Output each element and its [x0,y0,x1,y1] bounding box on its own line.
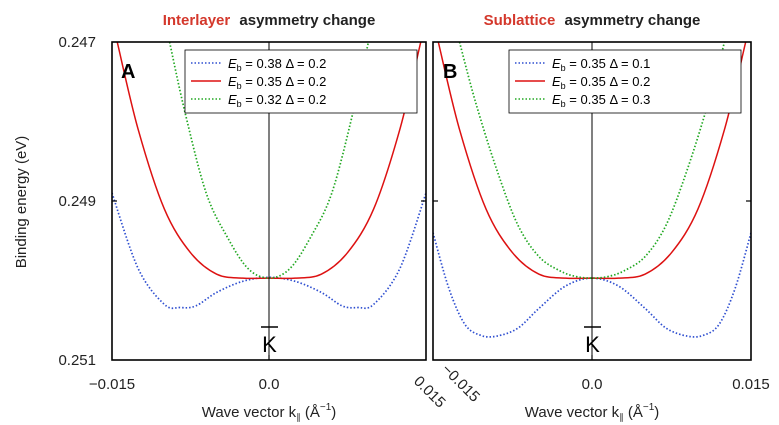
legend-equals: = [566,74,581,89]
legend-delta-value: 0.2 [632,74,650,89]
x-label-main: Wave vector k [202,404,297,421]
legend-label: Eb = 0.38 Δ = 0.2 [228,56,326,73]
legend-symbol: E [228,56,237,71]
legend-delta: Δ = [282,74,308,89]
legend-eb-value: 0.38 [257,56,282,71]
legend-eb-value: 0.35 [581,56,606,71]
legend-eb-value: 0.35 [581,74,606,89]
x-label-subscript: ∥ [619,412,624,422]
legend-label: Eb = 0.32 Δ = 0.2 [228,92,326,109]
panel-b-title: Sublattice asymmetry change [484,12,701,29]
x-label-unit: (Å [624,404,643,421]
panel-b-legend: Eb = 0.35 Δ = 0.1 Eb = 0.35 Δ = 0.2 Eb =… [508,49,742,114]
legend-label: Eb = 0.35 Δ = 0.1 [552,56,650,73]
legend-symbol: E [552,92,561,107]
legend-label: Eb = 0.35 Δ = 0.2 [552,74,650,91]
panel-a-label: A [121,61,135,83]
x-label-unit-exponent: −1 [320,402,332,413]
legend-entry: Eb = 0.38 Δ = 0.2 [191,56,326,73]
legend-equals: = [242,92,257,107]
legend-symbol: E [552,56,561,71]
legend-box [184,49,418,114]
panel-b: Sublattice asymmetry change B K Eb = 0.3… [432,12,770,422]
y-tick-label: 0.251 [58,352,96,369]
legend-symbol: E [552,74,561,89]
legend-entry: Eb = 0.35 Δ = 0.2 [515,74,650,91]
y-axis-label: Binding energy (eV) [13,136,30,269]
legend-equals: = [242,74,257,89]
panel-b-x-tick-label: 0.015 [732,376,770,393]
panel-a: Interlayer asymmetry change A K [89,12,449,422]
panel-a-k-point-label: K [261,326,278,357]
legend-eb-value: 0.32 [257,92,282,107]
panel-a-x-tick-label: −0.015 [89,376,135,393]
panel-b-x-tick-label: 0.0 [582,376,603,393]
panel-b-plot: B K Eb = 0.35 Δ = 0.1 Eb = 0.35 Δ = 0.2 … [432,41,752,361]
panel-b-title-rest: asymmetry change [564,12,700,29]
x-label-unit-close: ) [654,404,659,421]
panel-b-label: B [443,61,457,83]
legend-entry: Eb = 0.35 Δ = 0.2 [191,74,326,91]
legend-eb-value: 0.35 [257,74,282,89]
y-tick-label: 0.247 [58,34,96,51]
k-label: K [262,332,277,357]
legend-eb-value: 0.35 [581,92,606,107]
legend-box [508,49,742,114]
legend-subscript: b [237,81,242,91]
legend-subscript: b [237,99,242,109]
legend-symbol: E [228,74,237,89]
legend-entry: Eb = 0.35 Δ = 0.1 [515,56,650,73]
legend-delta-value: 0.1 [632,56,650,71]
legend-equals: = [242,56,257,71]
panel-a-plot: A K Eb = 0.38 Δ = 0.2 Eb = 0.35 Δ = 0.2 [111,41,427,361]
legend-delta: Δ = [606,92,632,107]
panel-a-title-highlight: Interlayer [163,12,231,29]
panel-a-x-tick-label: 0.0 [259,376,280,393]
panel-a-legend: Eb = 0.38 Δ = 0.2 Eb = 0.35 Δ = 0.2 Eb =… [184,49,418,114]
legend-delta: Δ = [282,92,308,107]
x-label-unit-exponent: −1 [643,402,655,413]
legend-delta-value: 0.2 [308,74,326,89]
legend-delta: Δ = [606,74,632,89]
panel-b-k-point-label: K [584,326,601,357]
x-label-main: Wave vector k [525,404,620,421]
legend-delta-value: 0.2 [308,92,326,107]
panel-a-title-rest: asymmetry change [239,12,375,29]
x-label-unit-close: ) [331,404,336,421]
panel-a-x-tick-label: 0.015 [410,373,449,412]
legend-subscript: b [561,63,566,73]
legend-subscript: b [237,63,242,73]
legend-delta-value: 0.3 [632,92,650,107]
panel-b-title-highlight: Sublattice [484,12,556,29]
legend-delta: Δ = [606,56,632,71]
panel-a-title: Interlayer asymmetry change [163,12,376,29]
legend-label: Eb = 0.35 Δ = 0.3 [552,92,650,109]
panel-a-x-axis-label: Wave vector k∥ (Å−1) [202,402,337,422]
x-label-unit: (Å [301,404,320,421]
y-tick-label: 0.249 [58,193,96,210]
legend-subscript: b [561,99,566,109]
legend-label: Eb = 0.35 Δ = 0.2 [228,74,326,91]
legend-equals: = [566,92,581,107]
panel-b-x-axis-label: Wave vector k∥ (Å−1) [525,402,660,422]
legend-subscript: b [561,81,566,91]
legend-entry: Eb = 0.35 Δ = 0.3 [515,92,650,109]
legend-equals: = [566,56,581,71]
x-label-subscript: ∥ [296,412,301,422]
legend-delta: Δ = [282,56,308,71]
k-label: K [585,332,600,357]
series-line-a-3 [168,42,370,279]
legend-delta-value: 0.2 [308,56,326,71]
legend-symbol: E [228,92,237,107]
legend-entry: Eb = 0.32 Δ = 0.2 [191,92,326,109]
